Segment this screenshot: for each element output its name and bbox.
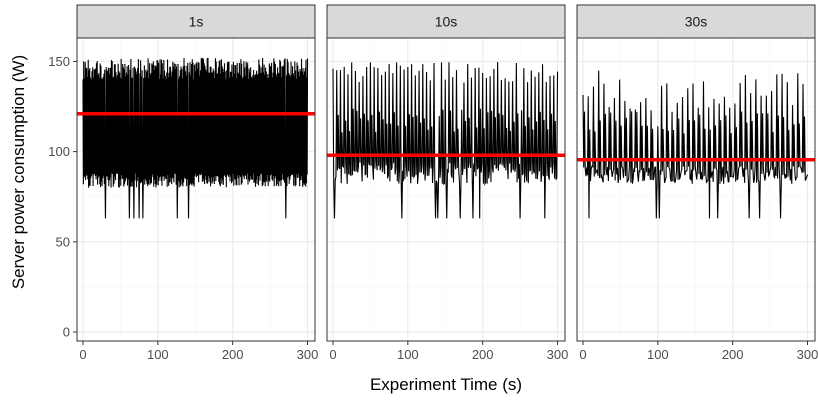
panel-1s: 1s 0 100 200 300 0 50 100 150 [48,4,319,362]
panel-border [76,37,316,342]
y-axis-title: Server power consumption (W) [9,55,28,289]
x-tick-label: 0 [329,347,336,362]
x-tick-label: 0 [79,347,86,362]
facet-strip-label: 1s [189,14,204,30]
panel-30s: 30s 0 100 200 300 [576,4,818,362]
x-tick-label: 0 [579,347,586,362]
x-axis-title: Experiment Time (s) [370,375,522,394]
facet-strip-label: 30s [685,14,708,30]
x-tick-label: 100 [147,347,169,362]
power-series-line [332,61,559,219]
x-tick-label: 200 [222,347,244,362]
panel-10s: 10s 0 100 200 300 [326,4,569,362]
panel-border [326,37,566,342]
facet-strip-label: 10s [435,14,458,30]
facet-strip [326,4,566,39]
x-tick-label: 100 [647,347,669,362]
x-tick-label: 200 [472,347,494,362]
facet-strip [76,4,316,39]
power-series-line [582,70,809,219]
x-tick-label: 200 [722,347,744,362]
x-tick-label: 100 [397,347,419,362]
x-tick-label: 300 [797,347,818,362]
panel-background [576,37,816,342]
y-tick-label: 0 [63,324,70,339]
panel-border [576,37,816,342]
power-series-line [82,57,309,219]
x-tick-label: 300 [297,347,319,362]
y-tick-label: 150 [48,54,70,69]
y-tick-label: 50 [56,234,70,249]
y-tick-label: 100 [48,144,70,159]
x-tick-label: 300 [547,347,569,362]
